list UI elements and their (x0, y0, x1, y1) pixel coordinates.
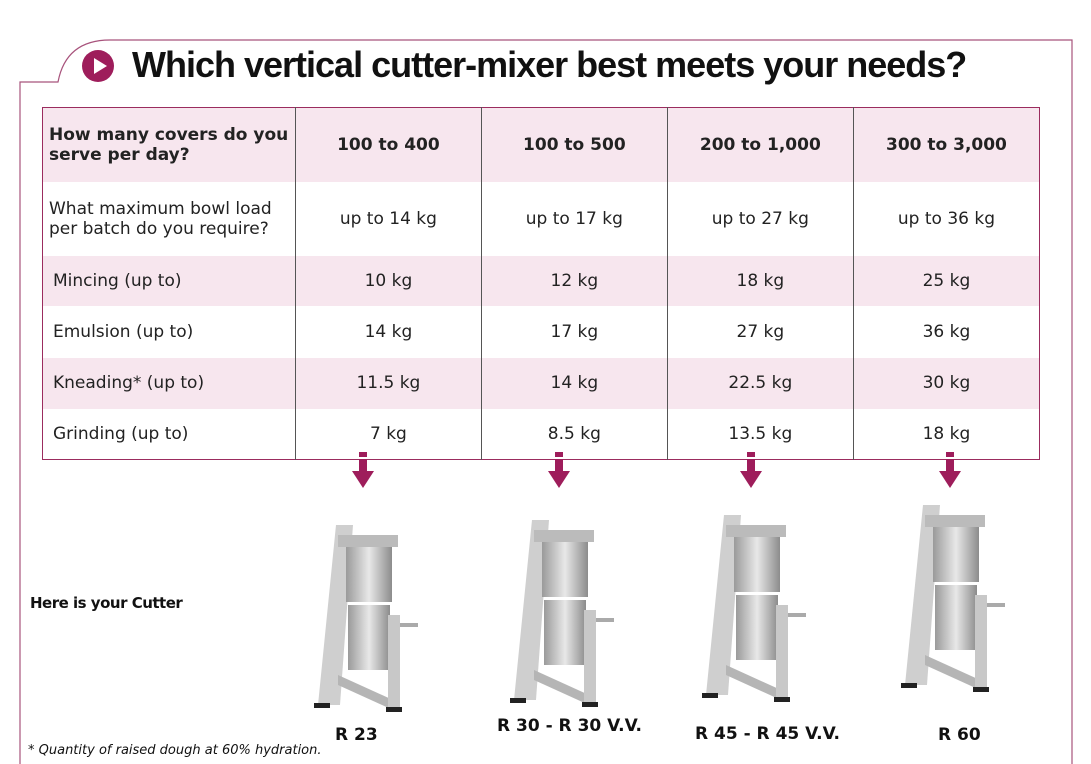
table-cell: 22.5 kg (666, 357, 854, 409)
down-arrow-icon (740, 452, 762, 488)
table-cell: 8.5 kg (480, 408, 668, 460)
table-cell: 18 kg (852, 408, 1040, 460)
table-cell: 18 kg (666, 255, 854, 306)
comparison-table: How many covers do you serve per day? 100… (42, 107, 1040, 460)
table-cell: 200 to 1,000 (666, 107, 854, 182)
footnote: * Quantity of raised dough at 60% hydrat… (28, 743, 322, 758)
table-cell: 12 kg (480, 255, 668, 306)
table-cell: 17 kg (480, 305, 668, 358)
model-name: R 45 - R 45 V.V. (695, 724, 840, 744)
cutter-mixer-image (901, 505, 1005, 692)
table-row: Emulsion (up to) 14 kg 17 kg 27 kg 36 kg (43, 305, 1040, 358)
table-cell: 100 to 400 (294, 107, 482, 182)
table-row: Grinding (up to) 7 kg 8.5 kg 13.5 kg 18 kg (43, 408, 1040, 460)
table-cell: up to 17 kg (480, 181, 668, 256)
table-cell: 100 to 500 (480, 107, 668, 182)
table-row: What maximum bowl load per batch do you … (43, 181, 1040, 256)
cutter-mixer-image (510, 520, 614, 707)
model-name: R 60 (938, 725, 981, 745)
table-row: Mincing (up to) 10 kg 12 kg 18 kg 25 kg (42, 255, 1040, 306)
row-label: Kneading* (up to) (42, 357, 296, 409)
table-cell: up to 36 kg (852, 181, 1040, 256)
table-row: How many covers do you serve per day? 100… (42, 107, 1040, 182)
row-label: Mincing (up to) (42, 255, 296, 306)
cutter-mixer-image (314, 525, 418, 712)
table-cell: 300 to 3,000 (852, 107, 1040, 182)
down-arrow-icon (548, 452, 570, 488)
table-cell: 10 kg (294, 255, 482, 306)
row-label: Emulsion (up to) (53, 321, 194, 342)
table-cell: 30 kg (852, 357, 1040, 409)
down-arrow-icon (939, 452, 961, 488)
table-cell: 25 kg (852, 255, 1040, 306)
table-cell: up to 27 kg (666, 181, 854, 256)
model-name: R 23 (335, 725, 378, 745)
row-label: What maximum bowl load per batch do you … (49, 198, 272, 239)
table-cell: 27 kg (666, 305, 854, 358)
page-title: Which vertical cutter-mixer best meets y… (132, 44, 967, 85)
cutter-mixer-image (702, 515, 806, 702)
table-cell: 14 kg (294, 305, 482, 358)
down-arrow-icon (352, 452, 374, 488)
table-cell: up to 14 kg (294, 181, 482, 256)
row-label: Grinding (up to) (53, 423, 189, 444)
table-cell: 36 kg (852, 305, 1040, 358)
here-is-your-cutter-label: Here is your Cutter (30, 594, 183, 612)
model-name: R 30 - R 30 V.V. (497, 716, 642, 736)
table-cell: 11.5 kg (294, 357, 482, 409)
table-cell: 7 kg (294, 408, 482, 460)
play-icon (82, 50, 114, 82)
table-cell: 13.5 kg (666, 408, 854, 460)
row-label: How many covers do you serve per day? (42, 107, 296, 182)
table-row: Kneading* (up to) 11.5 kg 14 kg 22.5 kg 30 k… (42, 357, 1040, 409)
table-cell: 14 kg (480, 357, 668, 409)
